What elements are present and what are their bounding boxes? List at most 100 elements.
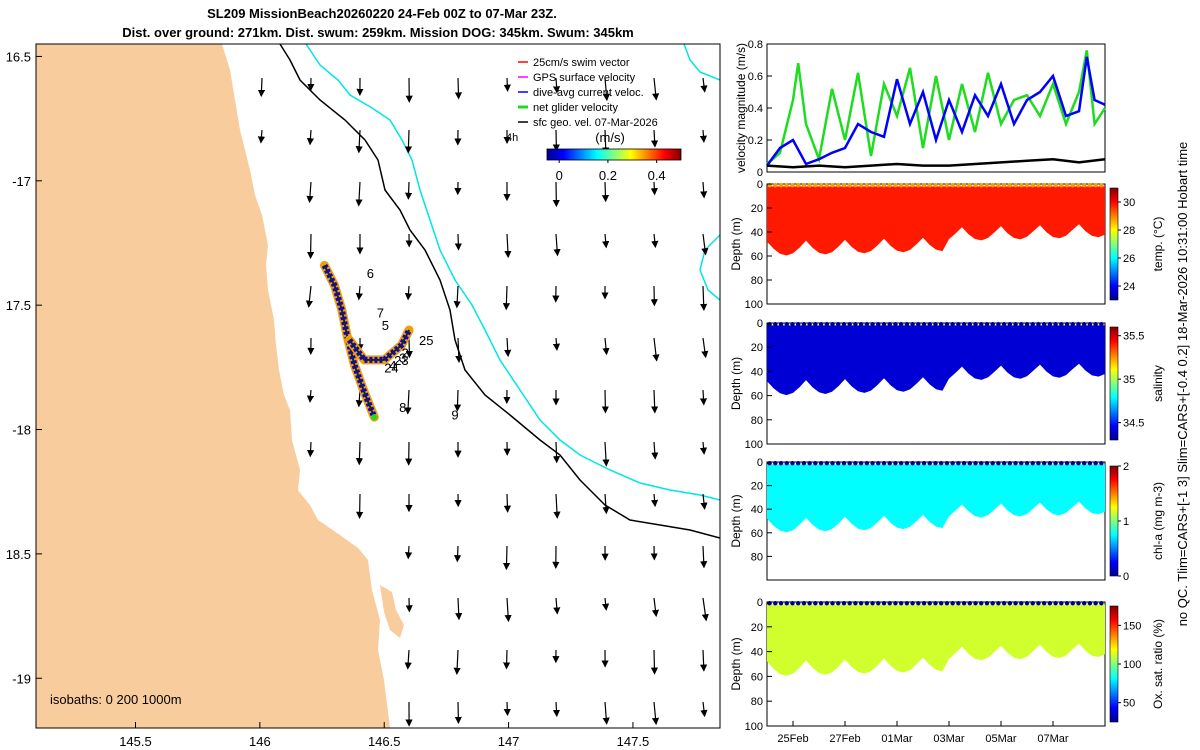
surface-sample [967, 322, 972, 327]
surface-sample [990, 183, 995, 188]
geo-velocity-arrow [602, 233, 610, 249]
colorbar-tick-label: 0.4 [648, 168, 666, 183]
profile-y-tick-label: 60 [751, 251, 763, 263]
surface-sample [973, 183, 978, 188]
surface-sample [1082, 601, 1087, 606]
surface-sample [824, 183, 829, 188]
profile-y-tick-label: 80 [751, 551, 763, 563]
surface-sample [1030, 183, 1035, 188]
waypoint-label: 25 [419, 333, 433, 348]
geo-velocity-arrow [504, 597, 512, 623]
surface-sample [927, 322, 932, 327]
surface-sample [933, 322, 938, 327]
surface-sample [841, 183, 847, 188]
velocity-y-tick-label: 0.2 [748, 135, 763, 147]
surface-sample [864, 322, 870, 327]
profile-colorbar-label: salinity [1151, 365, 1165, 402]
profile-y-tick-label: 0 [757, 457, 763, 469]
geo-velocity-arrow [602, 441, 610, 467]
surface-sample [1007, 460, 1013, 466]
surface-sample [1047, 460, 1053, 466]
surface-sample [950, 183, 955, 188]
surface-sample [847, 322, 852, 327]
surface-sample [921, 601, 927, 606]
glider-track-line [348, 329, 410, 361]
geo-velocity-arrow [503, 701, 511, 717]
surface-sample [1076, 460, 1081, 466]
surface-sample [939, 601, 944, 606]
profile-y-tick-label: 40 [751, 366, 763, 378]
geo-velocity-arrow [504, 233, 512, 259]
surface-sample [921, 460, 927, 466]
surface-sample [933, 460, 938, 466]
surface-sample [796, 183, 801, 188]
surface-sample [961, 601, 967, 606]
surface-sample [996, 601, 1001, 606]
surface-sample [898, 183, 904, 188]
surface-sample [1041, 183, 1047, 188]
surface-sample [927, 601, 932, 606]
glider-track [320, 260, 414, 422]
geo-velocity-arrow [553, 597, 561, 615]
profile-y-tick-label: 80 [751, 415, 763, 427]
colorbar-tick-label: 2 [1123, 461, 1129, 473]
geo-velocity-arrow [502, 545, 511, 571]
profile-y-tick-label: 80 [751, 275, 763, 287]
surface-sample [824, 322, 829, 327]
colorbar-tick-label: 24 [1123, 281, 1135, 293]
surface-sample [876, 601, 881, 606]
surface-sample [910, 601, 915, 606]
surface-sample [1036, 322, 1041, 327]
surface-sample [1070, 601, 1075, 606]
profile-panel: 0 20 40 60 80 100 Depth (m) 34.5 35 35.5 salinity [729, 318, 1165, 451]
surface-sample [1041, 460, 1047, 466]
isobath-200m-north [683, 44, 720, 81]
map-y-tick-label: -17 [12, 174, 31, 189]
surface-sample [773, 460, 778, 466]
geo-velocity-arrow [700, 77, 708, 93]
surface-sample [979, 322, 984, 327]
geo-velocity-arrow [700, 545, 708, 569]
geo-velocity-arrow [404, 389, 412, 415]
surface-sample [910, 183, 915, 188]
surface-sample [853, 460, 858, 466]
surface-sample [836, 601, 841, 606]
legend-label: dive-avg current veloc. [533, 87, 644, 99]
surface-sample [807, 322, 812, 327]
surface-sample [1007, 322, 1013, 327]
surface-sample [967, 183, 972, 188]
surface-sample [818, 322, 824, 327]
surface-sample [790, 460, 795, 466]
surface-sample [778, 460, 784, 466]
surface-sample [950, 601, 955, 606]
surface-sample [807, 460, 812, 466]
surface-sample [956, 460, 961, 466]
surface-sample [847, 183, 852, 188]
surface-sample [1053, 601, 1058, 606]
profile-colorbar-label: temp. (°C) [1151, 217, 1165, 272]
geo-velocity-arrow [700, 181, 708, 199]
waypoint-label: 9 [451, 408, 458, 423]
geo-velocity-arrow [699, 129, 708, 143]
surface-sample [881, 322, 887, 327]
map-x-tick-label: 146.5 [368, 734, 401, 749]
time-x-tick-label: 07Mar [1037, 733, 1069, 745]
surface-sample [990, 322, 995, 327]
profile-y-tick-label: 0 [757, 318, 763, 330]
surface-sample [818, 601, 824, 606]
surface-sample [1087, 322, 1093, 327]
surface-sample [1082, 183, 1087, 188]
surface-sample [1087, 460, 1093, 466]
surface-sample [893, 460, 898, 466]
profile-data-area [767, 186, 1105, 256]
geo-velocity-arrow [453, 285, 461, 309]
surface-sample [1070, 183, 1075, 188]
surface-sample [916, 601, 921, 606]
profile-data-area [767, 325, 1105, 396]
island [278, 478, 318, 528]
surface-sample [1059, 183, 1064, 188]
colorbar-tick-label: 35 [1123, 374, 1135, 386]
isobath-1000m [279, 44, 720, 539]
surface-sample [893, 183, 898, 188]
surface-sample [1076, 601, 1081, 606]
